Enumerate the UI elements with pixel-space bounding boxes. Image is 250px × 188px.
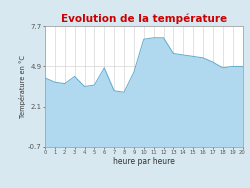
Title: Evolution de la température: Evolution de la température bbox=[61, 14, 227, 24]
Y-axis label: Température en °C: Température en °C bbox=[20, 55, 26, 118]
X-axis label: heure par heure: heure par heure bbox=[113, 156, 175, 165]
